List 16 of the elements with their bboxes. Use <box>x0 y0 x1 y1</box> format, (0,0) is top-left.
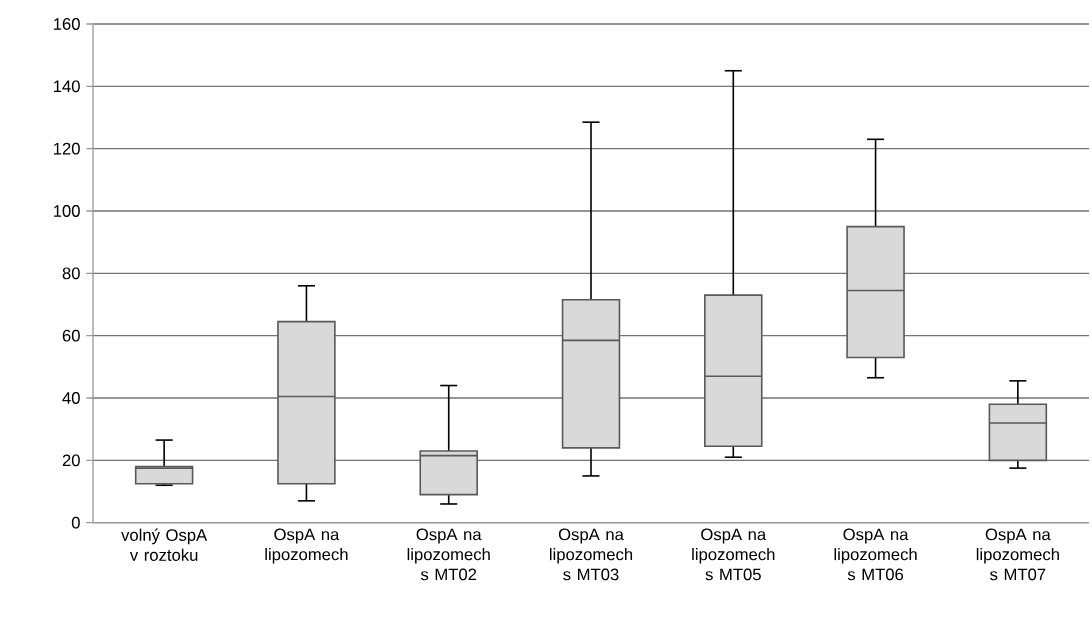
y-tick-label: 140 <box>53 80 80 93</box>
y-tick-label: 80 <box>62 267 80 280</box>
y-tick-label: 0 <box>71 516 80 529</box>
y-tick-label: 100 <box>53 205 80 217</box>
y-tick-label: 160 <box>53 18 80 30</box>
x-tick-label: OspA na lipozomech s MT05 <box>692 528 775 581</box>
x-tick-label: OspA na lipozomech s MT03 <box>549 528 633 581</box>
y-tick-label: 60 <box>62 329 80 342</box>
y-tick-label: 40 <box>62 392 80 404</box>
x-tick-label: OspA na lipozomech s MT06 <box>834 528 917 581</box>
x-tick-label: OspA na lipozomech s MT07 <box>976 528 1059 581</box>
y-tick-label: 20 <box>62 454 80 467</box>
y-tick-label: 120 <box>53 142 80 155</box>
x-tick-label: OspA na lipozomech <box>265 528 348 564</box>
x-tick-label: OspA na lipozomech s MT02 <box>407 528 490 581</box>
x-tick-label: volný OspA v roztoku <box>121 528 208 561</box>
